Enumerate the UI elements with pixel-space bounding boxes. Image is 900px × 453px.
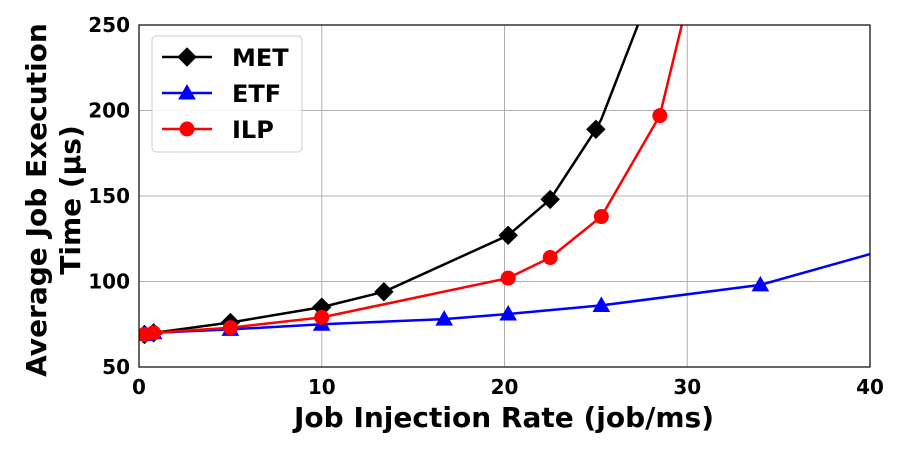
legend-item-etf: ETF: [162, 80, 281, 108]
y-tick-label: 50: [102, 355, 130, 379]
x-tick-label: 10: [308, 375, 336, 399]
legend: MET ETF ILP: [151, 35, 303, 153]
data-point-ilp: [222, 320, 238, 336]
x-axis-label: Job Injection Rate (job/ms): [292, 401, 714, 434]
data-point-ilp: [314, 309, 330, 325]
y-tick-label: 150: [88, 184, 130, 208]
y-tick-label: 200: [88, 99, 130, 123]
y-axis-label-line1: Average Job Execution: [20, 23, 53, 377]
x-tick-labels: 0 10 20 30 40: [132, 375, 884, 399]
x-tick-label: 40: [856, 375, 884, 399]
data-point-ilp: [500, 270, 516, 286]
series-layer: [139, 25, 870, 345]
legend-label: ETF: [232, 80, 281, 108]
legend-label: MET: [232, 44, 289, 72]
y-tick-label: 100: [88, 270, 130, 294]
data-point-met: [498, 225, 518, 246]
x-tick-label: 20: [491, 375, 519, 399]
series-ilp: [139, 25, 684, 343]
legend-marker: [178, 83, 196, 100]
legend-marker: [179, 121, 195, 137]
series-line-etf: [144, 252, 870, 336]
y-tick-labels: 50 100 150 200 250: [88, 13, 130, 379]
data-point-etf: [435, 310, 454, 326]
legend-item-ilp: ILP: [162, 116, 274, 144]
legend-item-met: MET: [162, 44, 289, 72]
y-axis-label-line2: Time (μs): [54, 125, 87, 274]
legend-marker: [177, 47, 197, 67]
data-point-met: [586, 119, 606, 140]
data-point-ilp: [652, 108, 668, 124]
data-point-etf: [592, 296, 611, 312]
data-point-ilp: [146, 325, 162, 341]
data-point-met: [374, 282, 394, 302]
plot-frame: [138, 24, 871, 368]
data-point-ilp: [593, 209, 609, 225]
legend-label: ILP: [232, 116, 274, 144]
data-point-etf: [751, 275, 770, 292]
data-point-met: [540, 189, 560, 210]
y-tick-label: 250: [88, 13, 130, 37]
y-axis-label: Average Job Execution Time (μs): [20, 23, 87, 377]
x-tick-label: 0: [132, 375, 146, 399]
data-point-etf: [499, 304, 518, 321]
series-etf: [139, 252, 870, 342]
x-tick-label: 30: [673, 375, 701, 399]
data-point-ilp: [542, 250, 558, 266]
